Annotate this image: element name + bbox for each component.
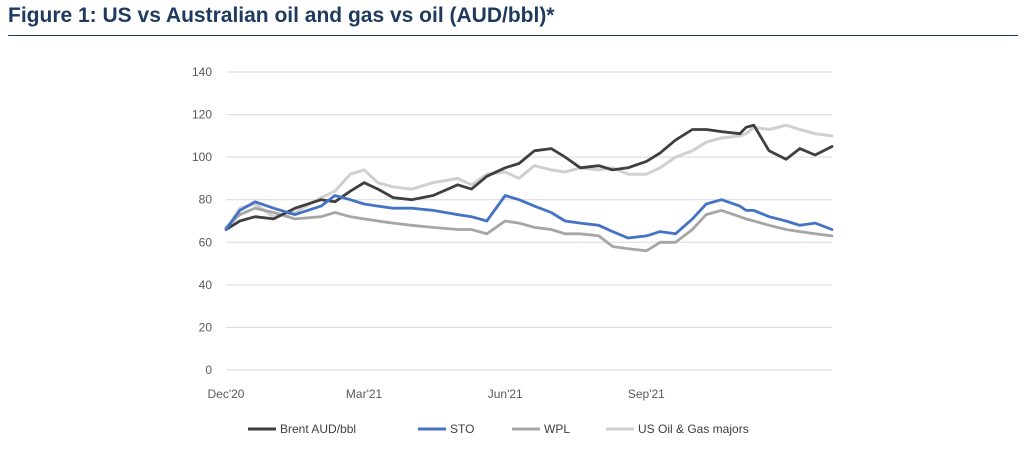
series-line-wpl: [224, 206, 834, 253]
series-line-brent-aud-bbl: [224, 123, 834, 231]
x-tick-label: Jun'21: [488, 387, 523, 401]
y-tick-label: 60: [199, 235, 213, 249]
series-line-us-oil-gas-majors: [224, 123, 834, 231]
x-tick-label: Mar'21: [346, 387, 383, 401]
x-axis-ticks: Dec'20 Mar'21 Jun'21 Sep'21: [208, 387, 666, 401]
y-tick-label: 120: [192, 108, 212, 122]
series-line-sto: [224, 194, 834, 240]
y-tick-label: 0: [205, 363, 212, 377]
y-tick-label: 20: [199, 320, 213, 334]
title-divider: [8, 35, 1018, 36]
figure-title: Figure 1: US vs Australian oil and gas v…: [8, 4, 555, 27]
legend-label: WPL: [544, 422, 570, 436]
gridlines: [226, 71, 832, 371]
chart-legend: Brent AUD/bbl STO WPL US Oil & Gas majors: [248, 422, 749, 436]
y-tick-label: 100: [192, 150, 212, 164]
y-axis-ticks: 0 20 40 60 80 100 120 140: [192, 65, 212, 377]
legend-label: STO: [450, 422, 474, 436]
y-tick-label: 40: [199, 278, 213, 292]
series-lines: [224, 123, 834, 253]
x-tick-label: Dec'20: [208, 387, 245, 401]
legend-label: US Oil & Gas majors: [638, 422, 749, 436]
x-tick-label: Sep'21: [628, 387, 665, 401]
y-tick-label: 140: [192, 65, 212, 79]
y-tick-label: 80: [199, 193, 213, 207]
legend-label: Brent AUD/bbl: [280, 422, 356, 436]
